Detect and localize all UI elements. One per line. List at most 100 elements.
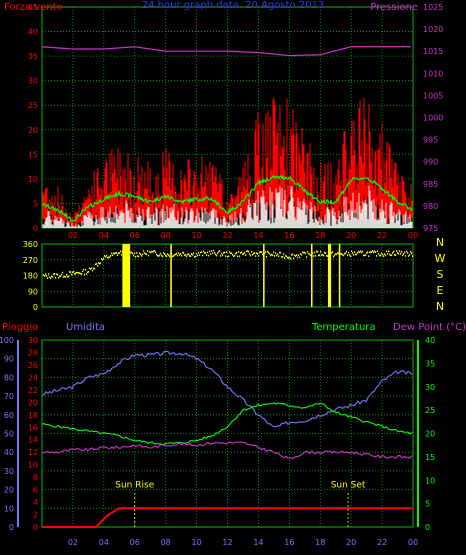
direction-point <box>296 254 298 256</box>
direction-point <box>80 272 82 275</box>
direction-point <box>187 253 189 256</box>
pressure-axis-tick: 1025 <box>423 3 443 12</box>
direction-point <box>158 255 160 257</box>
wind-axis-tick: 20 <box>28 126 38 135</box>
direction-point <box>163 251 165 254</box>
direction-point <box>253 252 255 255</box>
direction-point <box>182 251 184 254</box>
direction-point <box>58 276 60 279</box>
direction-point <box>172 255 174 258</box>
direction-point <box>368 255 370 258</box>
direction-point <box>83 268 85 271</box>
direction-point <box>261 251 263 254</box>
rain-axis-tick: 24 <box>28 373 38 382</box>
direction-point <box>62 271 64 274</box>
temperature-axis-tick: 10 <box>425 476 435 485</box>
direction-point <box>77 271 79 274</box>
rain-axis-tick: 16 <box>28 423 38 432</box>
direction-point <box>394 254 396 256</box>
direction-point <box>340 252 342 255</box>
direction-point <box>64 275 66 278</box>
direction-point <box>402 254 404 257</box>
direction-point <box>380 254 382 257</box>
direction-point <box>393 250 395 253</box>
direction-point <box>45 273 47 275</box>
temperature-axis-tick: 5 <box>425 500 430 509</box>
direction-point <box>364 254 366 257</box>
direction-point <box>108 256 110 259</box>
climate-x-tick: 02 <box>68 538 78 547</box>
direction-point <box>335 253 337 255</box>
direction-point <box>148 254 150 257</box>
direction-point <box>385 254 387 257</box>
direction-point <box>73 270 75 273</box>
direction-point <box>112 254 114 257</box>
direction-point <box>406 250 408 253</box>
direction-point <box>184 254 186 257</box>
direction-point <box>174 254 176 256</box>
direction-point <box>288 256 290 259</box>
direction-point <box>405 255 407 257</box>
direction-point <box>382 253 384 256</box>
direction-point <box>221 252 223 255</box>
pressure-axis-tick: 990 <box>423 158 438 167</box>
direction-point <box>306 256 308 258</box>
wind-axis-tick: 35 <box>28 52 38 61</box>
direction-point <box>355 253 357 256</box>
direction-point <box>85 268 87 271</box>
direction-point <box>78 272 80 274</box>
direction-point <box>310 254 312 257</box>
direction-point <box>321 254 323 256</box>
direction-point <box>383 255 385 257</box>
direction-point <box>135 256 137 258</box>
wind-x-tick: 04 <box>99 231 109 240</box>
direction-point <box>203 250 205 253</box>
direction-point <box>247 250 249 252</box>
rain-axis-tick: 28 <box>28 348 38 357</box>
direction-point <box>68 275 70 278</box>
direction-point <box>256 252 258 254</box>
direction-point <box>72 271 74 274</box>
direction-point <box>194 256 196 258</box>
direction-point <box>341 253 343 256</box>
direction-point <box>266 255 268 258</box>
climate-x-tick: 06 <box>130 538 140 547</box>
direction-point <box>250 254 252 257</box>
rain-label: Pioggia <box>2 322 38 333</box>
direction-point <box>246 250 248 253</box>
humidity-axis-tick: 10 <box>4 504 14 513</box>
compass-label: N <box>436 300 444 313</box>
rain-axis-tick: 20 <box>28 398 38 407</box>
direction-point <box>318 254 320 257</box>
direction-point <box>116 252 118 254</box>
direction-point <box>240 252 242 254</box>
direction-point <box>74 273 76 275</box>
direction-point <box>298 254 300 256</box>
direction-point <box>372 250 374 252</box>
direction-point <box>215 253 217 256</box>
direction-swing <box>263 244 265 307</box>
direction-point <box>67 275 69 278</box>
direction-point <box>262 253 264 256</box>
direction-point <box>333 255 335 258</box>
direction-point <box>255 255 257 257</box>
direction-point <box>376 255 378 257</box>
direction-point <box>242 253 244 256</box>
direction-point <box>392 252 394 254</box>
temperature-axis-tick: 20 <box>425 430 435 439</box>
climate-x-tick: 00 <box>408 538 418 547</box>
direction-point <box>251 250 253 253</box>
direction-point <box>347 254 349 256</box>
direction-point <box>302 251 304 254</box>
direction-point <box>109 256 111 259</box>
direction-point <box>315 255 317 257</box>
direction-point <box>56 273 58 276</box>
climate-x-tick: 22 <box>377 538 387 547</box>
direction-point <box>65 276 67 278</box>
direction-point <box>133 254 135 257</box>
direction-point <box>113 252 115 255</box>
direction-point <box>231 252 233 254</box>
direction-point <box>70 271 72 273</box>
direction-point <box>178 252 180 254</box>
humidity-label: Umidita <box>66 322 105 333</box>
